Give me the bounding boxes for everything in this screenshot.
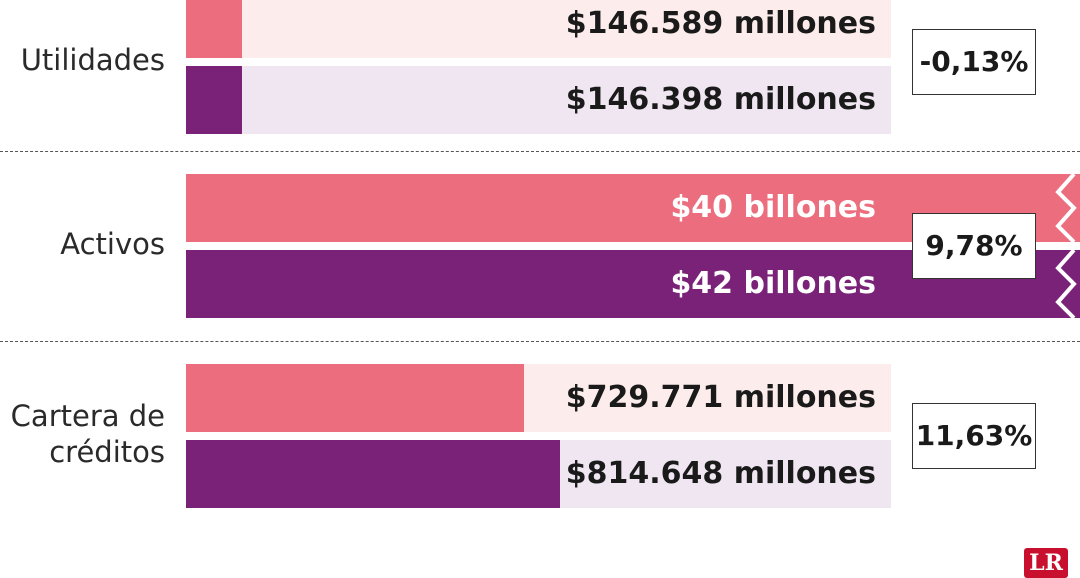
bar-track <box>186 66 891 134</box>
percent-change-box: 11,63% <box>912 403 1036 469</box>
bar-value-label: $814.648 millones <box>565 456 876 491</box>
axis-break-line <box>1055 174 1077 318</box>
percent-change-box: 9,78% <box>912 213 1036 279</box>
bar-value-label: $729.771 millones <box>565 380 876 415</box>
bar-value-label: $146.398 millones <box>565 82 876 117</box>
axis-break-icon <box>1055 174 1077 318</box>
category-label: Cartera de créditos <box>10 399 165 469</box>
bar-value-label: $40 billones <box>670 190 876 225</box>
bar <box>186 66 242 134</box>
publisher-logo: LR <box>1024 548 1068 578</box>
bar-value-label: $42 billones <box>670 266 876 301</box>
category-label: Activos <box>60 227 165 261</box>
bar-value-label: $146.589 millones <box>565 6 876 41</box>
bar <box>186 440 560 508</box>
group-divider <box>0 151 1080 152</box>
bar <box>186 364 524 432</box>
percent-change-box: -0,13% <box>912 29 1036 95</box>
group-divider <box>0 341 1080 342</box>
bar <box>186 0 242 58</box>
bar-track <box>186 0 891 58</box>
category-label: Utilidades <box>20 43 165 77</box>
